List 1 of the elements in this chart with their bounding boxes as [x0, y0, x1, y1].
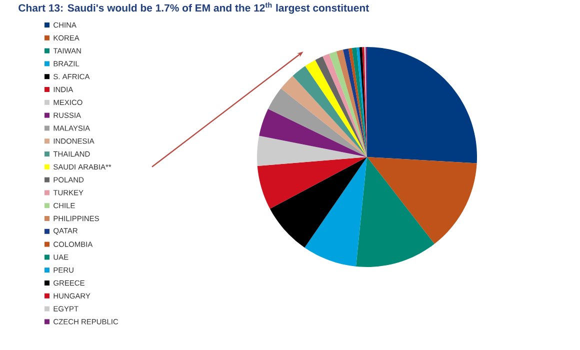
chart-title: Chart 13: Saudi's would be 1.7% of EM and the 12$^{th}$ largest constituent [18, 2, 369, 14]
